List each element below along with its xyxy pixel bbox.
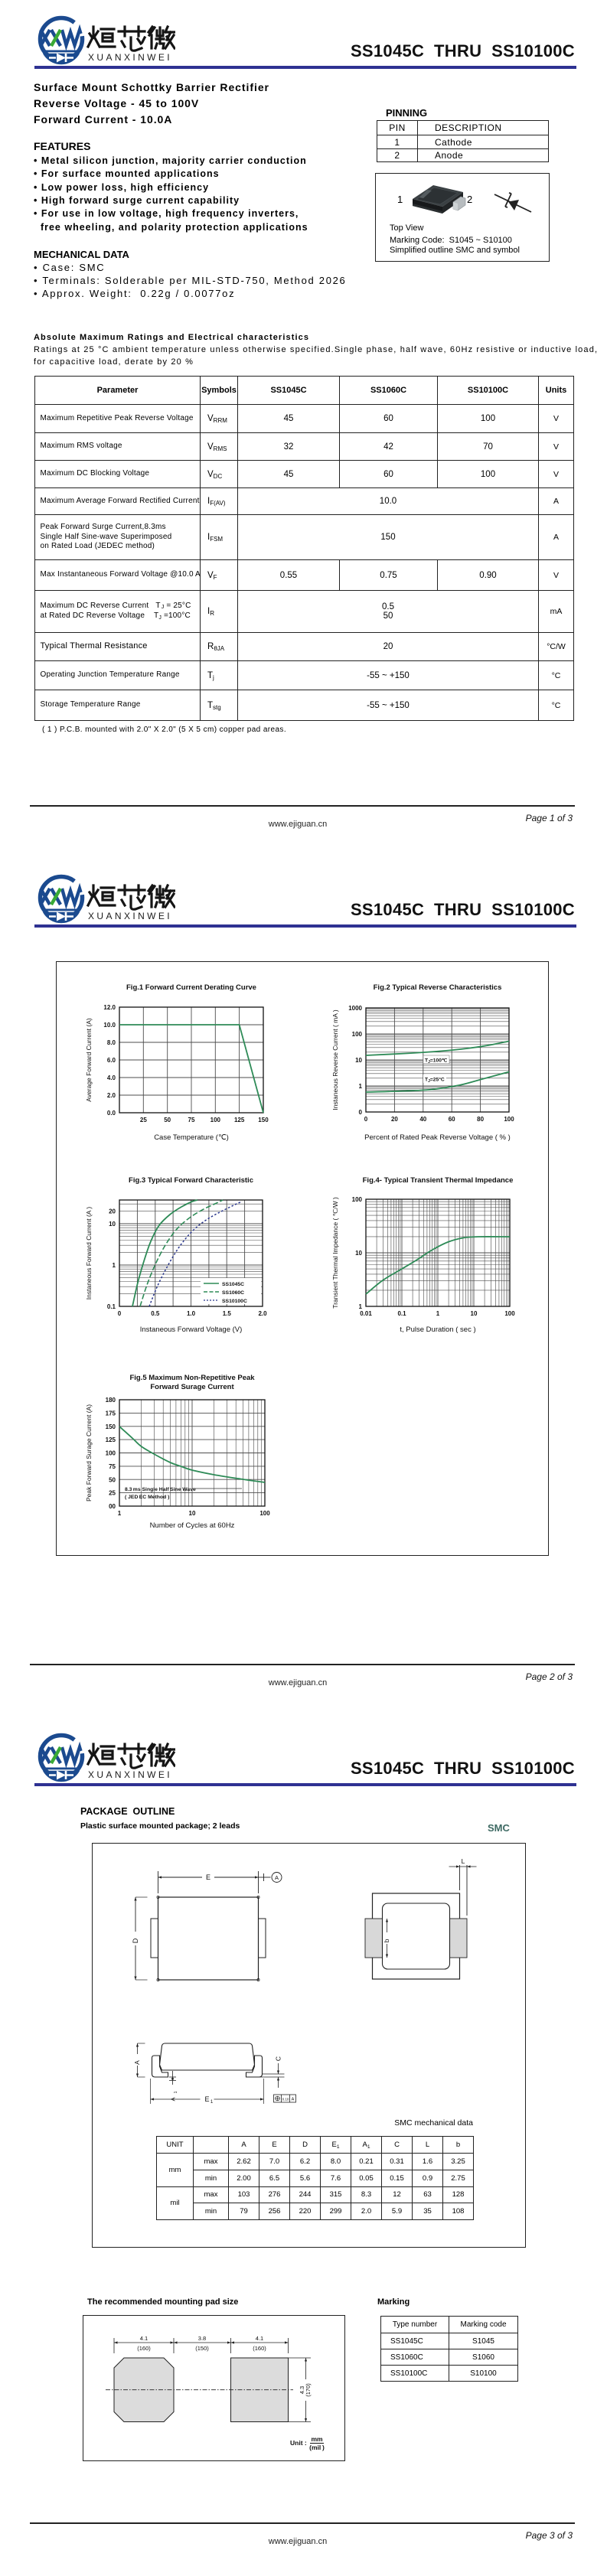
svg-text:40: 40 (419, 1116, 426, 1123)
svg-text:4.0: 4.0 (107, 1074, 116, 1081)
svg-text:25: 25 (109, 1490, 116, 1497)
svg-text:25: 25 (140, 1117, 147, 1123)
svg-text:Fig.5 Maximum Non-Repetitive: Fig.5 Maximum Non-Repetitive Peak (129, 1374, 255, 1382)
svg-text:0: 0 (364, 1116, 368, 1123)
svg-text:100: 100 (352, 1031, 363, 1038)
svg-text:100: 100 (504, 1116, 514, 1123)
svg-text:Instaneous Forward Voltage (V): Instaneous Forward Voltage (V) (140, 1325, 243, 1334)
svg-text:Percent of Rated Peak Reverse: Percent of Rated Peak Reverse Voltage ( … (364, 1133, 511, 1142)
svg-text:mm: mm (311, 2435, 323, 2443)
svg-text:0: 0 (118, 1310, 122, 1317)
svg-text:12.0: 12.0 (103, 1004, 116, 1011)
svg-text:75: 75 (188, 1117, 195, 1123)
svg-text:0.1: 0.1 (107, 1303, 116, 1310)
svg-text:( JED EC Method ): ( JED EC Method ) (125, 1495, 169, 1500)
svg-text:(150): (150) (195, 2345, 209, 2352)
svg-text:(160): (160) (137, 2345, 151, 2352)
svg-text:0.1: 0.1 (397, 1310, 406, 1317)
svg-text:0.01: 0.01 (360, 1310, 372, 1317)
svg-text:150: 150 (258, 1117, 269, 1123)
svg-text:1: 1 (210, 2100, 213, 2105)
svg-text:10: 10 (355, 1250, 362, 1257)
svg-text:100: 100 (504, 1310, 515, 1317)
svg-text:Fig.2 Typical Reverse Charact: Fig.2 Typical Reverse Characteristics (374, 983, 502, 992)
svg-text:C: C (274, 2056, 282, 2061)
svg-text:Instaneous Forward Current (A: Instaneous Forward Current (A ) (85, 1207, 93, 1300)
svg-text:6.0: 6.0 (107, 1057, 116, 1064)
svg-text:80: 80 (477, 1116, 484, 1123)
svg-text:L: L (461, 1857, 465, 1865)
svg-text:2.0: 2.0 (258, 1310, 267, 1317)
svg-text:125: 125 (106, 1436, 116, 1443)
svg-text:(mil ): (mil ) (309, 2444, 325, 2451)
svg-text:1: 1 (113, 1262, 116, 1269)
svg-text:1: 1 (118, 1510, 122, 1517)
svg-text:Case Temperature (℃): Case Temperature (℃) (154, 1133, 229, 1142)
svg-text:SS10100C: SS10100C (222, 1299, 247, 1304)
svg-text:b: b (383, 1939, 390, 1942)
svg-text:00: 00 (109, 1503, 116, 1510)
svg-text:10.0: 10.0 (103, 1022, 116, 1029)
svg-text:Fig.1 Forward Current Deratin: Fig.1 Forward Current Derating Curve (126, 983, 256, 992)
svg-text:Peak Forward Surage Current (A: Peak Forward Surage Current (A) (85, 1404, 93, 1502)
svg-text:50: 50 (164, 1117, 171, 1123)
svg-text:4.1: 4.1 (140, 2335, 148, 2342)
svg-text:0.0: 0.0 (107, 1110, 116, 1117)
svg-text:180: 180 (106, 1397, 116, 1404)
svg-text:Instaneous Reverse Current ( m: Instaneous Reverse Current ( mA ) (331, 1009, 339, 1110)
svg-text:A: A (291, 2098, 294, 2102)
svg-text:Unit :: Unit : (290, 2439, 307, 2447)
svg-text:SS1060C: SS1060C (222, 1290, 244, 1296)
svg-text:0: 0 (359, 1109, 363, 1116)
svg-text:TJ=100℃: TJ=100℃ (425, 1058, 448, 1065)
svg-text:1: 1 (359, 1083, 363, 1090)
svg-text:Forward Surage Current: Forward Surage Current (150, 1383, 234, 1391)
svg-text:1: 1 (174, 2091, 178, 2093)
svg-text:(170): (170) (305, 2383, 312, 2397)
svg-text:Average Forward Current (A): Average Forward Current (A) (85, 1018, 93, 1102)
svg-text:1000: 1000 (348, 1005, 362, 1012)
svg-text:4.3: 4.3 (299, 2386, 305, 2394)
svg-text:E: E (204, 2095, 209, 2103)
svg-text:(160): (160) (253, 2345, 266, 2352)
svg-text:Transient Thermal Impedance (: Transient Thermal Impedance ( ℃/W ) (331, 1197, 339, 1309)
svg-text:100: 100 (259, 1510, 270, 1517)
svg-text:D: D (132, 1938, 139, 1943)
svg-text:10: 10 (355, 1057, 362, 1064)
svg-text:Number of Cycles at 60Hz: Number of Cycles at 60Hz (150, 1521, 235, 1530)
svg-text:Fig.4- Typical Transient Therm: Fig.4- Typical Transient Thermal Impedan… (363, 1176, 514, 1185)
svg-text:t, Pulse Duration ( sec ): t, Pulse Duration ( sec ) (400, 1325, 475, 1334)
svg-text:10: 10 (471, 1310, 478, 1317)
svg-text:4.1: 4.1 (256, 2335, 263, 2342)
svg-text:100: 100 (352, 1196, 363, 1203)
svg-text:60: 60 (449, 1116, 455, 1123)
svg-text:A: A (133, 2060, 141, 2065)
svg-text:0.10: 0.10 (282, 2098, 289, 2102)
svg-text:20: 20 (109, 1208, 116, 1215)
svg-text:1: 1 (359, 1303, 363, 1310)
svg-text:E: E (205, 1873, 210, 1881)
svg-text:1.5: 1.5 (223, 1310, 232, 1317)
svg-text:2.0: 2.0 (107, 1092, 116, 1099)
svg-text:0.5: 0.5 (151, 1310, 160, 1317)
svg-text:10: 10 (189, 1510, 196, 1517)
svg-text:20: 20 (391, 1116, 398, 1123)
svg-text:175: 175 (106, 1410, 116, 1417)
svg-text:A: A (274, 1874, 278, 1881)
svg-text:10: 10 (109, 1221, 116, 1228)
svg-text:1: 1 (436, 1310, 440, 1317)
svg-text:3.8: 3.8 (198, 2335, 206, 2342)
svg-text:150: 150 (106, 1423, 116, 1430)
svg-text:75: 75 (109, 1463, 116, 1470)
svg-text:1.0: 1.0 (187, 1310, 196, 1317)
svg-text:SS1045C: SS1045C (222, 1282, 244, 1287)
svg-text:50: 50 (109, 1476, 116, 1483)
svg-text:125: 125 (234, 1117, 245, 1123)
svg-text:100: 100 (210, 1117, 221, 1123)
svg-text:100: 100 (106, 1450, 116, 1457)
svg-text:8.0: 8.0 (107, 1039, 116, 1046)
svg-text:TJ=25°C: TJ=25°C (425, 1077, 445, 1084)
svg-text:Fig.3 Typical Forward Charact: Fig.3 Typical Forward Characteristic (129, 1176, 253, 1185)
svg-text:8.3 ms Single Half Sine Wave: 8.3 ms Single Half Sine Wave (125, 1487, 196, 1492)
